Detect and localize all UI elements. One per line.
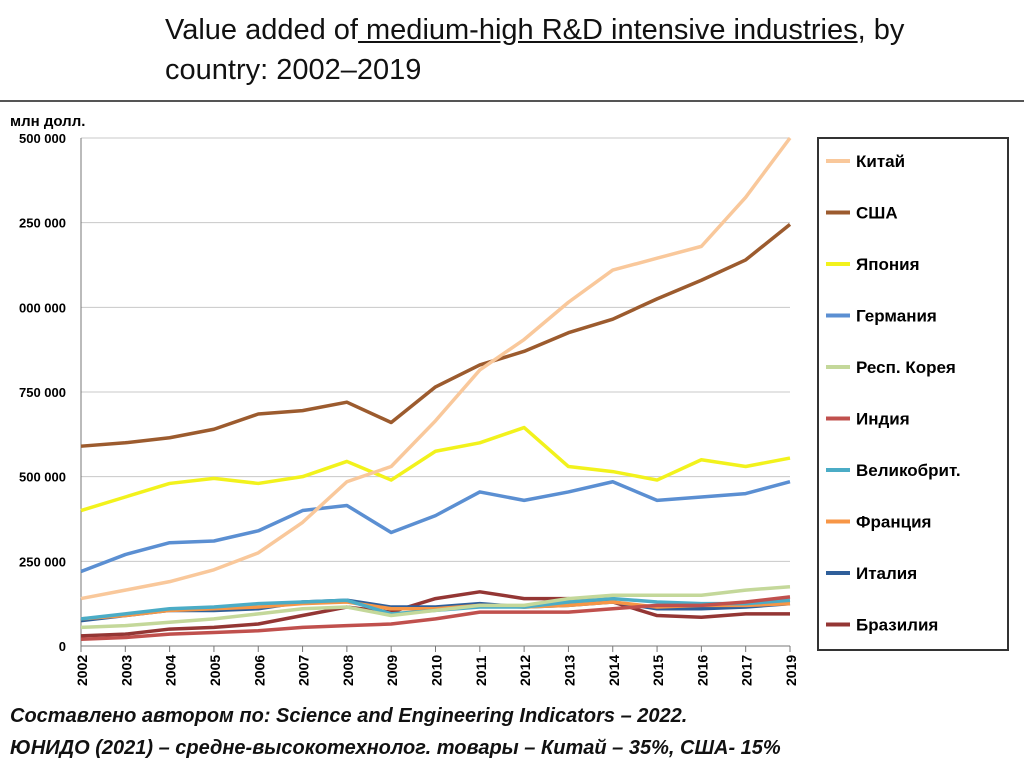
legend-label: Респ. Корея — [856, 358, 956, 377]
x-tick-label: 2016 — [694, 655, 710, 686]
x-tick-label: 2006 — [251, 655, 267, 686]
source-note: Составлено автором по: Science and Engin… — [10, 700, 781, 764]
legend-label: США — [856, 204, 898, 223]
legend-label: Китай — [856, 152, 905, 171]
y-tick-label: 000 000 — [19, 300, 66, 315]
series-line-Германия — [80, 479, 791, 574]
x-tick-label: 2007 — [296, 655, 312, 686]
series-line-Респ. Корея — [80, 584, 791, 630]
x-tick-label: 2005 — [207, 655, 223, 686]
x-tick-label: 2003 — [118, 655, 134, 686]
legend-label: Франция — [856, 513, 931, 532]
x-tick-label: 2008 — [340, 655, 356, 686]
y-tick-label: 250 000 — [19, 554, 66, 569]
x-tick-label: 2002 — [74, 655, 90, 686]
legend-label: Япония — [856, 255, 920, 274]
x-tick-label: 2013 — [561, 655, 577, 686]
legend-label: Италия — [856, 564, 917, 583]
series-line-США — [80, 222, 792, 448]
chart-top-border — [0, 100, 1024, 102]
legend-box — [817, 137, 1009, 651]
x-tick-label: 2014 — [606, 655, 622, 686]
x-tick-label: 2015 — [650, 655, 666, 686]
x-tick-label: 2009 — [384, 655, 400, 686]
y-tick-label: 750 000 — [19, 385, 66, 400]
x-tick-label: 2010 — [429, 655, 445, 686]
x-tick-label: 2004 — [163, 655, 179, 686]
legend-label: Великобрит. — [856, 461, 961, 480]
series-line-Япония — [80, 425, 791, 513]
title-suffix: , by country: 2002–2019 — [165, 14, 905, 86]
source-line-2: ЮНИДО (2021) – средне-высокотехнолог. то… — [10, 737, 781, 759]
series-line-Бразилия — [80, 590, 790, 638]
legend-label: Бразилия — [856, 616, 938, 635]
x-tick-label: 2019 — [783, 655, 799, 686]
x-tick-label: 2011 — [473, 655, 489, 686]
source-line-1: Составлено автором по: Science and Engin… — [10, 705, 688, 727]
title-underlined: medium-high R&D intensive industries — [357, 14, 858, 46]
y-tick-label: 500 000 — [19, 131, 66, 146]
legend-label: Германия — [856, 307, 937, 326]
series-line-Китай — [80, 136, 792, 601]
x-tick-label: 2017 — [739, 655, 755, 686]
title-prefix: Value added of — [165, 14, 358, 46]
slide-title: Value added of medium-high R&D intensive… — [165, 10, 995, 90]
x-tick-label: 2012 — [517, 655, 533, 686]
y-axis-label: млн долл. — [10, 113, 85, 130]
series-line-Индия — [80, 595, 791, 641]
y-tick-label: 250 000 — [19, 216, 66, 231]
y-tick-label: 0 — [59, 639, 66, 654]
legend-label: Индия — [856, 410, 910, 429]
y-tick-label: 500 000 — [19, 470, 66, 485]
line-chart: млн долл. 500 000 250 000 000 000 750 000 50… — [10, 113, 1009, 686]
